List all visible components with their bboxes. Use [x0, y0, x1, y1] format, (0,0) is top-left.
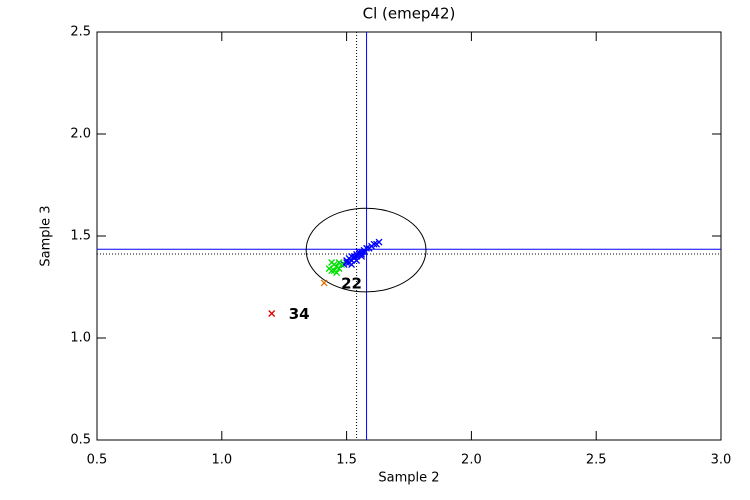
x-tick-label: 1.5 [336, 453, 357, 468]
y-tick-label: 0.5 [70, 433, 91, 448]
x-tick-label: 3.0 [711, 453, 732, 468]
point [363, 244, 371, 252]
x-tick-label: 1.0 [211, 453, 232, 468]
point [333, 269, 341, 277]
point [335, 259, 343, 266]
x-tick-label: 0.5 [87, 453, 108, 468]
point-label: 34 [289, 305, 310, 323]
y-tick-label: 1.0 [70, 331, 91, 346]
x-tick-label: 2.5 [586, 453, 607, 468]
y-tick-label: 2.0 [70, 127, 91, 142]
point [320, 279, 328, 287]
chart-title: Cl (emep42) [363, 5, 456, 23]
point [268, 310, 276, 317]
y-tick-label: 2.5 [70, 25, 91, 40]
x-axis-label: Sample 2 [378, 471, 439, 486]
ellipse [305, 207, 427, 293]
point [343, 259, 351, 266]
point [335, 265, 343, 273]
y-tick-label: 1.5 [70, 229, 91, 244]
point [375, 238, 383, 246]
plot-frame [96, 31, 722, 441]
point [358, 252, 366, 260]
y-axis-label: Sample 3 [39, 205, 54, 266]
x-tick-label: 2.0 [461, 453, 482, 468]
point-label: 22 [341, 274, 362, 292]
point [370, 240, 378, 248]
